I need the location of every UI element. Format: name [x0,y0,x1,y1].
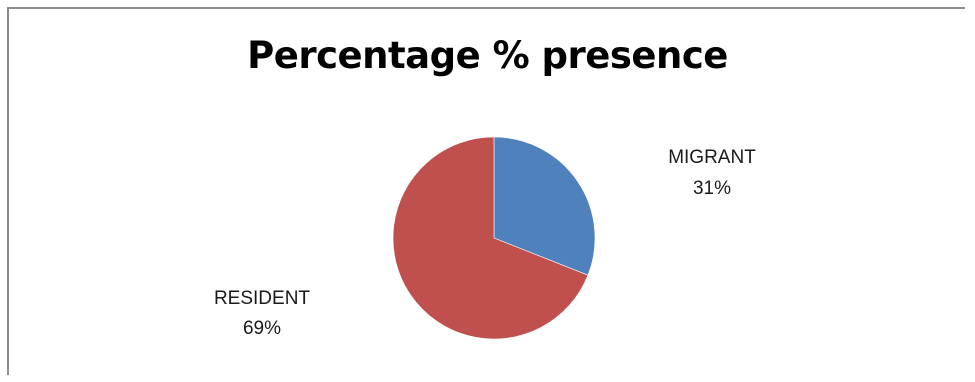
pie-slice-migrant [493,136,596,276]
pie-slice-resident [392,136,589,340]
pie-slices [392,136,596,340]
pie-labels: MIGRANT 31% RESIDENT 69% [214,147,756,339]
chart-title: Percentage % presence [247,34,728,77]
slice-category-label: RESIDENT [214,288,310,309]
slice-value-label: 69% [243,318,281,339]
slice-category-label: MIGRANT [668,147,756,168]
slice-value-label: 31% [693,178,731,199]
